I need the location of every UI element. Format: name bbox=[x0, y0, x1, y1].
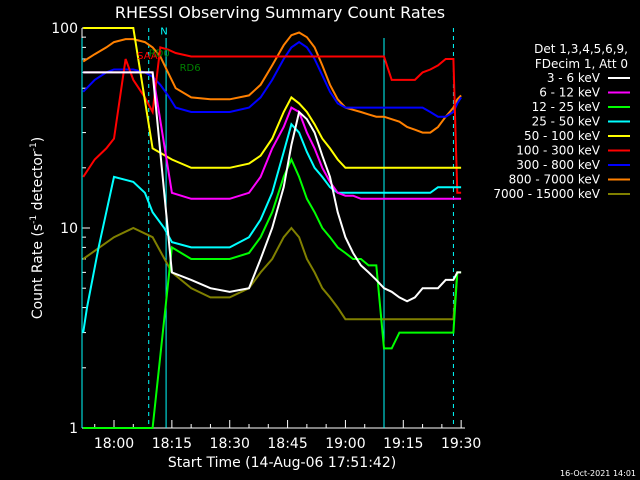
legend-label: 300 - 800 keV bbox=[516, 158, 600, 172]
y-label-mid: detector bbox=[30, 151, 46, 215]
series-line bbox=[82, 226, 462, 321]
chart-title: RHESSI Observing Summary Count Rates bbox=[115, 3, 445, 22]
series-line bbox=[83, 71, 462, 200]
legend-label: 3 - 6 keV bbox=[547, 71, 601, 85]
x-tick-label: 18:00 bbox=[94, 436, 134, 452]
y-axis-ticks: 1 10 100 bbox=[51, 21, 90, 437]
series-line bbox=[83, 157, 462, 429]
y-axis-label: Count Rate (s-1 detector-1) bbox=[29, 137, 46, 319]
chart-annotation: RD6 bbox=[180, 63, 201, 74]
legend-label: 100 - 300 keV bbox=[516, 144, 600, 158]
legend-label: 12 - 25 keV bbox=[532, 100, 601, 114]
legend: Det 1,3,4,5,6,9, FDecim 1, Att 0 3 - 6 k… bbox=[493, 42, 630, 201]
x-tick-label: 18:45 bbox=[267, 436, 307, 452]
chart-annotation: RD0 bbox=[149, 49, 170, 60]
x-tick-label: 19:15 bbox=[383, 436, 423, 452]
x-tick-label: 18:15 bbox=[152, 436, 192, 452]
legend-label: 7000 - 15000 keV bbox=[493, 187, 600, 201]
legend-header-1: Det 1,3,4,5,6,9, bbox=[534, 42, 628, 56]
y-tick-label: 10 bbox=[60, 221, 78, 237]
y-label-sup2: -1 bbox=[29, 142, 39, 151]
x-tick-label: 19:00 bbox=[325, 436, 365, 452]
legend-label: 50 - 100 keV bbox=[524, 129, 601, 143]
legend-label: 800 - 7000 keV bbox=[509, 173, 601, 187]
y-label-main: Count Rate (s bbox=[30, 224, 46, 319]
legend-label: 6 - 12 keV bbox=[539, 86, 601, 100]
series-line bbox=[83, 27, 462, 169]
chart-annotation: N bbox=[160, 26, 167, 37]
series-line bbox=[82, 31, 462, 134]
series-lines bbox=[82, 27, 462, 429]
series-line bbox=[82, 40, 462, 118]
x-axis-label: Start Time (14-Aug-06 17:51:42) bbox=[168, 455, 396, 471]
y-tick-label: 100 bbox=[51, 21, 78, 37]
series-line bbox=[83, 71, 462, 303]
series-line bbox=[82, 122, 462, 333]
y-label-sup1: -1 bbox=[29, 215, 39, 224]
footer-timestamp: 16-Oct-2021 14:01 bbox=[560, 469, 636, 478]
legend-header-2: FDecim 1, Att 0 bbox=[535, 57, 628, 71]
x-tick-label: 18:30 bbox=[210, 436, 250, 452]
x-axis-ticks: 18:00 18:15 18:30 18:45 19:00 19:15 19:30 bbox=[94, 420, 481, 452]
y-tick-label: 1 bbox=[69, 421, 78, 437]
chart-annotation: SAA bbox=[137, 51, 158, 62]
series-line bbox=[82, 46, 462, 194]
y-label-end: ) bbox=[30, 137, 46, 142]
legend-label: 25 - 50 keV bbox=[532, 115, 601, 129]
x-tick-label: 19:30 bbox=[441, 436, 481, 452]
